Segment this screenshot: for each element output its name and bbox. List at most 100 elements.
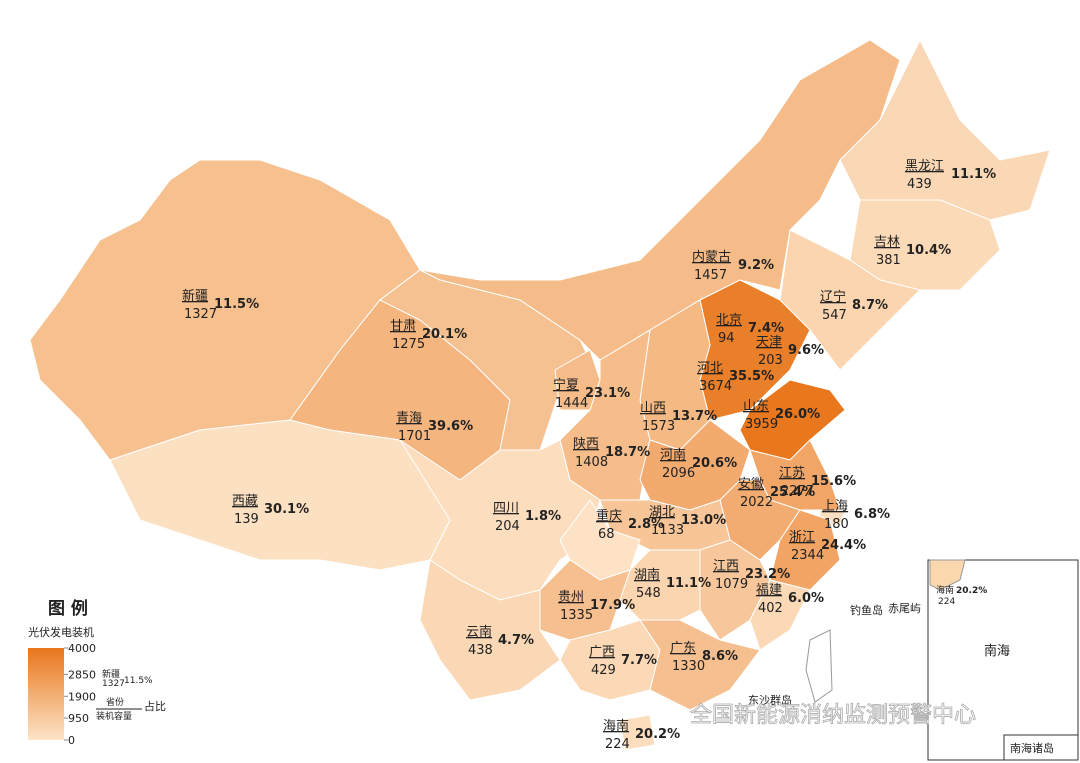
province-share: 4.7% [498, 633, 534, 648]
province-name: 广东 [670, 641, 696, 656]
province-capacity: 438 [468, 643, 493, 658]
province-share: 35.5% [729, 369, 774, 384]
legend-tick-label: 2850 [68, 668, 96, 681]
province-capacity: 3674 [699, 379, 732, 394]
province-share: 13.0% [681, 513, 726, 528]
legend-key-name: 省份 [106, 696, 124, 708]
province-capacity: 1701 [398, 429, 431, 444]
province-capacity: 203 [758, 353, 783, 368]
province-share: 17.9% [590, 598, 635, 613]
province-name: 甘肃 [390, 319, 416, 334]
legend-sample-share: 11.5% [124, 676, 153, 686]
labels: 新疆132711.5%西藏13930.1%青海170139.6%甘肃127520… [182, 159, 996, 752]
inset-name: 海南 [936, 584, 954, 596]
province-share: 11.1% [951, 167, 996, 182]
province-share: 20.1% [422, 327, 467, 342]
place-label: 南海 [984, 643, 1010, 659]
inset-caption: 南海诸岛 [1010, 741, 1054, 755]
province-name: 青海 [396, 411, 422, 426]
legend: 4000 2850 1900 950 0 [28, 642, 96, 747]
province-share: 15.6% [811, 474, 856, 489]
inset-share: 20.2% [956, 586, 987, 596]
province-share: 11.1% [666, 576, 711, 591]
legend-sample-capacity: 1327 [102, 679, 125, 689]
province-share: 26.0% [775, 407, 820, 422]
legend-key-share: 占比 [144, 699, 166, 713]
province-name: 安徽 [738, 477, 764, 492]
taiwan [805, 629, 833, 703]
province-capacity: 1275 [392, 337, 425, 352]
province-name: 湖北 [649, 505, 675, 520]
province-capacity: 1408 [575, 455, 608, 470]
province-capacity: 94 [718, 331, 735, 346]
province-capacity: 548 [636, 586, 661, 601]
province-share: 24.4% [821, 538, 866, 553]
legend-bar [28, 648, 64, 740]
province-share: 25.4% [770, 485, 815, 500]
province-name: 北京 [716, 313, 742, 328]
province-capacity: 2344 [791, 548, 824, 563]
province-name: 河北 [697, 361, 723, 376]
province-share: 6.8% [854, 507, 890, 522]
province-share: 13.7% [672, 409, 717, 424]
province [639, 619, 761, 711]
province [539, 559, 631, 641]
province-capacity: 1335 [560, 608, 593, 623]
province-share: 23.1% [585, 386, 630, 401]
inset-caption-box [1003, 734, 1079, 761]
legend-tick-label: 4000 [68, 642, 96, 655]
province-capacity: 381 [876, 253, 901, 268]
province-name: 重庆 [596, 508, 622, 524]
province-share: 1.8% [525, 509, 561, 524]
province-capacity: 180 [824, 517, 849, 532]
province-share: 23.2% [745, 567, 790, 582]
province-capacity: 547 [822, 308, 847, 323]
province-share: 8.6% [702, 649, 738, 664]
province-capacity: 68 [598, 527, 615, 542]
province-capacity: 1573 [642, 419, 675, 434]
province-share: 20.2% [635, 727, 680, 742]
legend-title: 图 例 [48, 598, 88, 619]
province-name: 河南 [660, 447, 686, 463]
place-label: 赤尾屿 [888, 602, 921, 615]
province-name: 江西 [713, 559, 739, 574]
province-capacity: 1330 [672, 659, 705, 674]
inset-frame [927, 559, 1079, 761]
province-name: 江苏 [779, 465, 805, 481]
province-name: 山西 [640, 401, 666, 416]
place-label: 钓鱼岛 [850, 603, 883, 617]
province-name: 贵州 [558, 590, 584, 605]
province-capacity: 1327 [184, 307, 217, 322]
legend-subtitle: 光伏发电装机 [28, 625, 94, 639]
province-name: 宁夏 [553, 377, 579, 393]
province-name: 辽宁 [820, 289, 846, 305]
province [749, 579, 811, 651]
province-capacity: 2277 [781, 484, 814, 499]
province-name: 陕西 [573, 437, 599, 452]
inset-capacity: 224 [938, 597, 955, 607]
province-name: 天津 [756, 335, 782, 350]
province [839, 38, 1051, 221]
province-share: 9.2% [738, 258, 774, 273]
province-name: 山东 [743, 399, 769, 414]
province [619, 549, 701, 621]
legend-tick-label: 950 [68, 712, 89, 725]
province-capacity: 1444 [555, 396, 588, 411]
province-share: 11.5% [214, 297, 259, 312]
legend-key-capacity: 装机容量 [96, 710, 132, 722]
province-capacity: 2096 [662, 466, 695, 481]
province-name: 新疆 [182, 288, 208, 304]
province-name: 西藏 [232, 494, 258, 509]
place-label: 东沙群岛 [748, 693, 792, 707]
province-name: 四川 [493, 501, 519, 516]
province-name: 海南 [603, 718, 629, 734]
legend-sample-name: 新疆 [102, 668, 120, 680]
province [619, 714, 656, 751]
province-name: 吉林 [874, 235, 900, 250]
province-share: 9.6% [788, 343, 824, 358]
province-name: 广西 [589, 645, 615, 660]
province-share: 7.4% [748, 321, 784, 336]
legend-tick-label: 0 [68, 734, 75, 747]
province-capacity: 1457 [694, 268, 727, 283]
